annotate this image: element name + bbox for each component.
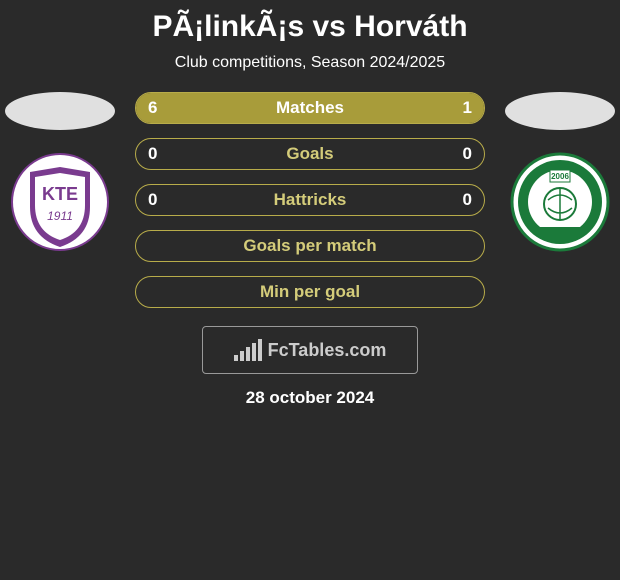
left-column: KTE 1911 [0, 92, 120, 252]
stat-right-value: 0 [463, 144, 472, 164]
right-player-placeholder [505, 92, 615, 130]
right-club-badge: 2006 [510, 152, 610, 252]
stat-row: 0 Goals 0 [135, 138, 485, 170]
right-badge-year: 2006 [551, 172, 569, 181]
stat-label: Hattricks [274, 190, 347, 210]
stat-right-value: 1 [463, 98, 472, 118]
page-title: PÃ¡linkÃ¡s vs Horváth [152, 10, 467, 44]
chart-bars-icon [234, 339, 262, 361]
stats-column: 6 Matches 1 0 Goals 0 0 Hattricks 0 Goals per mat… [135, 92, 485, 308]
left-badge-name: KTE [42, 184, 78, 204]
stat-left-value: 0 [148, 190, 157, 210]
page-subtitle: Club competitions, Season 2024/2025 [175, 54, 445, 72]
left-club-badge: KTE 1911 [10, 152, 110, 252]
stat-left-value: 6 [148, 98, 157, 118]
kte-badge-icon: KTE 1911 [10, 152, 110, 252]
right-column: 2006 [500, 92, 620, 252]
comparison-area: KTE 1911 6 Matches 1 0 Goals 0 0 Hattricks 0 Goal… [0, 92, 620, 308]
stat-row: 0 Hattricks 0 [135, 184, 485, 216]
stat-row: 6 Matches 1 [135, 92, 485, 124]
stat-label: Matches [276, 98, 344, 118]
stat-row: Min per goal [135, 276, 485, 308]
stat-left-value: 0 [148, 144, 157, 164]
watermark-text: FcTables.com [268, 340, 387, 361]
left-badge-year: 1911 [47, 209, 73, 223]
stat-right-value: 0 [463, 190, 472, 210]
snapshot-date: 28 october 2024 [246, 388, 375, 408]
stat-label: Goals [286, 144, 333, 164]
stat-row: Goals per match [135, 230, 485, 262]
watermark: FcTables.com [202, 326, 418, 374]
paks-badge-icon: 2006 [510, 152, 610, 252]
left-player-placeholder [5, 92, 115, 130]
